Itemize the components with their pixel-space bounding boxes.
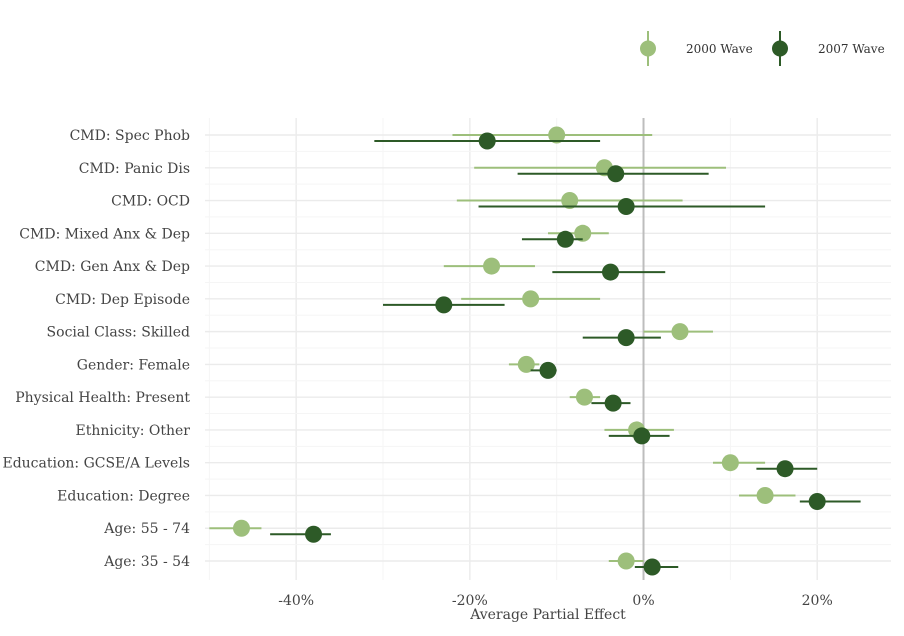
series-2007-wave [270,132,861,576]
data-point [776,460,794,478]
data-point [517,355,535,373]
data-point [522,290,540,308]
data-point [604,394,622,412]
x-tick-label: -40% [278,593,314,609]
y-tick-label: CMD: Panic Dis [79,161,190,177]
y-tick-label: Education: Degree [57,488,190,504]
y-tick-label: Ethnicity: Other [76,423,191,439]
data-point [561,192,579,210]
y-tick-label: Age: 35 - 54 [103,554,190,570]
data-point [721,454,739,472]
data-point [539,361,557,379]
legend-label: 2000 Wave [686,42,753,56]
data-point [756,486,774,504]
y-tick-label: CMD: OCD [111,194,190,210]
legend-item: 2000 Wave [640,31,753,66]
y-tick-label: Age: 55 - 74 [103,521,190,537]
data-point [556,230,574,248]
data-point [548,126,566,144]
x-tick-label: 0% [632,593,654,609]
data-point [643,558,661,576]
data-point [305,525,323,543]
x-tick-label: 20% [802,593,833,609]
grid [205,118,891,580]
y-tick-label: CMD: Mixed Anx & Dep [19,226,190,242]
legend-label: 2007 Wave [818,42,885,56]
legend-key-point [772,40,788,57]
data-marks [209,126,861,576]
legend-item: 2007 Wave [772,31,885,66]
data-point [232,519,250,537]
data-point [808,492,826,510]
data-point [574,224,592,242]
data-point [435,296,453,314]
x-tick-label: -20% [452,593,488,609]
data-point [602,263,620,281]
y-axis-tick-labels: CMD: Spec Phob CMD: Panic Dis CMD: OCD CMD:… [2,128,190,570]
data-point [478,132,496,150]
data-point [483,257,501,275]
x-axis-title: Average Partial Effect [469,607,626,623]
x-axis-tick-labels: -40% -20% 0% 20% [278,593,833,609]
data-point [575,388,593,406]
y-tick-label: Education: GCSE/A Levels [2,456,190,472]
y-tick-label: Gender: Female [77,357,190,373]
y-tick-label: Social Class: Skilled [47,325,190,341]
y-tick-label: CMD: Gen Anx & Dep [35,259,190,275]
data-point [617,552,635,570]
legend-key-point [640,40,656,57]
legend: 2000 Wave 2007 Wave [640,31,885,66]
data-point [617,198,635,216]
data-point [617,329,635,347]
data-point [633,427,651,445]
y-tick-label: Physical Health: Present [15,390,190,406]
series-2000-wave [209,126,796,570]
data-point [671,323,689,341]
data-point [607,165,625,183]
y-tick-label: CMD: Dep Episode [55,292,190,308]
y-tick-label: CMD: Spec Phob [70,128,190,144]
